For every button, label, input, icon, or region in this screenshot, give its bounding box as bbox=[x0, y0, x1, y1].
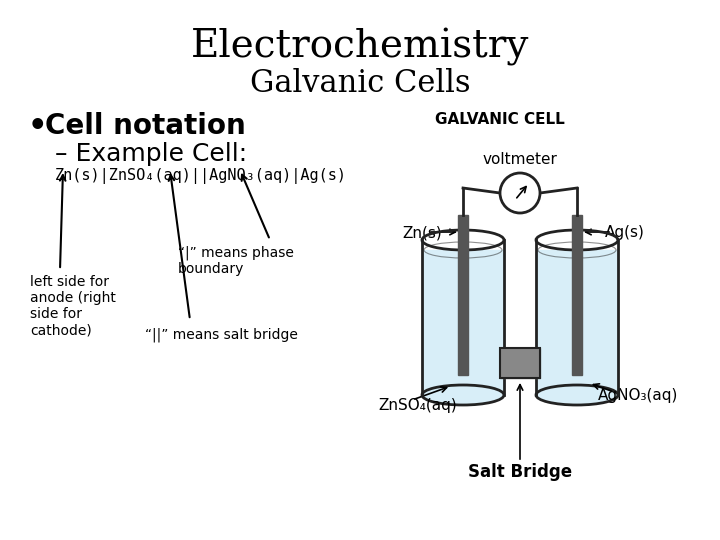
Text: – Example Cell:: – Example Cell: bbox=[55, 142, 247, 166]
Text: left side for
anode (right
side for
cathode): left side for anode (right side for cath… bbox=[30, 275, 116, 338]
Text: “||” means salt bridge: “||” means salt bridge bbox=[145, 328, 298, 342]
Bar bbox=[572, 215, 582, 375]
Text: ZnSO₄(aq): ZnSO₄(aq) bbox=[378, 398, 456, 413]
Text: Zn(s)|ZnSO₄(aq)||AgNO₃(aq)|Ag(s): Zn(s)|ZnSO₄(aq)||AgNO₃(aq)|Ag(s) bbox=[55, 168, 347, 184]
Text: Galvanic Cells: Galvanic Cells bbox=[250, 68, 470, 99]
Text: Cell notation: Cell notation bbox=[45, 112, 246, 140]
Text: Zn(s): Zn(s) bbox=[402, 225, 442, 240]
Text: voltmeter: voltmeter bbox=[482, 152, 557, 167]
Text: “|” means phase
boundary: “|” means phase boundary bbox=[178, 245, 294, 276]
Bar bbox=[458, 215, 468, 375]
Bar bbox=[422, 250, 504, 395]
Circle shape bbox=[500, 173, 540, 213]
Text: Electrochemistry: Electrochemistry bbox=[191, 28, 529, 66]
Bar bbox=[500, 348, 540, 378]
Text: AgNO₃(aq): AgNO₃(aq) bbox=[598, 388, 678, 403]
Text: Salt Bridge: Salt Bridge bbox=[468, 463, 572, 481]
Bar bbox=[536, 250, 618, 395]
Ellipse shape bbox=[422, 385, 504, 405]
Bar bbox=[500, 348, 540, 378]
Text: Ag(s): Ag(s) bbox=[605, 225, 645, 240]
Ellipse shape bbox=[536, 385, 618, 405]
Text: GALVANIC CELL: GALVANIC CELL bbox=[435, 112, 565, 127]
Text: •: • bbox=[28, 112, 48, 141]
